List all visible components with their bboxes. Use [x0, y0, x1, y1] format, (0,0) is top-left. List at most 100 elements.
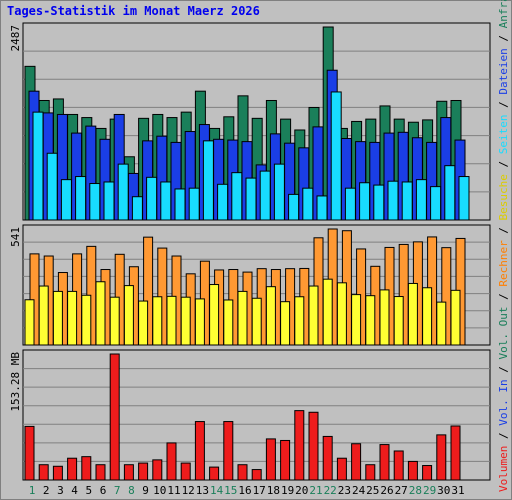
- bar-seiten-day-3: [60, 179, 72, 221]
- bar-seiten-day-12: [188, 187, 200, 221]
- panel-2-ymax-label: 153.28 MB: [9, 352, 22, 412]
- bar-besuche-day-27: [393, 296, 404, 346]
- bar-seiten-day-24: [359, 182, 371, 221]
- bar-besuche-day-15: [223, 299, 234, 346]
- bar-volumen-day-13: [194, 421, 205, 481]
- bar-volumen-day-31: [450, 425, 461, 481]
- bar-besuche-day-10: [152, 296, 163, 346]
- bar-seiten-day-2: [46, 152, 58, 221]
- bar-volumen-day-29: [422, 465, 433, 481]
- day-label-16: 16: [238, 484, 251, 497]
- bar-besuche-day-1: [24, 299, 35, 346]
- bar-volumen-day-23: [336, 457, 347, 481]
- legend-part-12: Dateien: [497, 48, 510, 94]
- bar-volumen-day-1: [24, 425, 35, 481]
- day-label-18: 18: [267, 484, 280, 497]
- bar-seiten-day-31: [458, 176, 470, 221]
- bar-volumen-day-20: [294, 410, 305, 481]
- bar-besuche-day-20: [294, 296, 305, 346]
- legend-part-7: /: [497, 220, 510, 240]
- bar-besuche-day-29: [422, 287, 433, 346]
- bar-besuche-day-5: [81, 294, 92, 346]
- day-label-17: 17: [253, 484, 266, 497]
- panel-2-area: [22, 349, 491, 481]
- bar-volumen-day-7: [109, 353, 120, 481]
- day-label-4: 4: [71, 484, 78, 497]
- day-label-1: 1: [29, 484, 36, 497]
- bar-besuche-day-28: [407, 282, 418, 346]
- bar-seiten-day-18: [273, 163, 285, 221]
- day-label-11: 11: [167, 484, 180, 497]
- day-label-19: 19: [281, 484, 294, 497]
- bar-besuche-day-25: [365, 295, 376, 346]
- bar-volumen-day-21: [308, 411, 319, 481]
- bar-besuche-day-6: [95, 281, 106, 346]
- legend-part-4: Vol. Out: [497, 307, 510, 360]
- bar-seiten-day-16: [245, 177, 257, 221]
- bar-volumen-day-19: [280, 439, 291, 481]
- bar-seiten-day-13: [202, 140, 214, 221]
- bar-volumen-day-15: [223, 421, 234, 481]
- bar-besuche-day-26: [379, 289, 390, 346]
- day-label-22: 22: [324, 484, 337, 497]
- bar-volumen-day-26: [379, 444, 390, 481]
- day-label-2: 2: [43, 484, 50, 497]
- bar-seiten-day-28: [415, 179, 427, 221]
- bar-volumen-day-14: [209, 466, 220, 481]
- bar-besuche-day-14: [209, 284, 220, 346]
- legend-part-10: Seiten: [497, 114, 510, 154]
- bar-seiten-day-17: [259, 170, 271, 221]
- bar-seiten-day-29: [430, 186, 442, 221]
- bar-volumen-day-8: [123, 464, 134, 481]
- legend-part-6: Rechner: [497, 240, 510, 287]
- bar-besuche-day-13: [194, 298, 205, 346]
- bar-besuche-day-21: [308, 285, 319, 346]
- day-label-3: 3: [57, 484, 64, 497]
- bar-besuche-day-22: [322, 278, 333, 346]
- bar-seiten-day-23: [344, 187, 356, 221]
- bar-besuche-day-11: [166, 295, 177, 346]
- bar-seiten-day-7: [117, 163, 129, 221]
- bar-seiten-day-25: [373, 184, 385, 221]
- bar-besuche-day-4: [67, 290, 78, 346]
- legend-part-5: /: [497, 287, 510, 307]
- bar-besuche-day-3: [52, 290, 63, 346]
- bar-seiten-day-14: [217, 183, 229, 221]
- day-label-20: 20: [295, 484, 308, 497]
- day-label-9: 9: [142, 484, 149, 497]
- legend-part-0: Volumen: [497, 446, 510, 492]
- legend-part-11: /: [497, 95, 510, 115]
- bar-volumen-day-30: [436, 434, 447, 481]
- bar-volumen-day-27: [393, 450, 404, 481]
- bar-besuche-day-7: [109, 296, 120, 346]
- bar-volumen-day-2: [38, 464, 49, 481]
- bar-besuche-day-17: [251, 297, 262, 346]
- legend-part-14: Anfragen: [497, 0, 510, 28]
- bar-besuche-day-23: [336, 282, 347, 346]
- panel-0-ymax-label: 2487: [9, 25, 22, 52]
- bar-seiten-day-15: [231, 172, 243, 221]
- day-label-29: 29: [423, 484, 436, 497]
- bar-seiten-day-19: [288, 193, 300, 221]
- bar-seiten-day-1: [32, 111, 44, 221]
- day-label-14: 14: [210, 484, 224, 497]
- day-label-23: 23: [338, 484, 351, 497]
- legend-part-1: /: [497, 426, 510, 446]
- bar-volumen-day-28: [407, 460, 418, 481]
- bar-seiten-day-27: [401, 181, 413, 221]
- chart-title: Tages-Statistik im Monat Maerz 2026: [7, 4, 260, 18]
- day-label-6: 6: [100, 484, 107, 497]
- bar-seiten-day-11: [174, 188, 186, 221]
- day-label-8: 8: [128, 484, 135, 497]
- bar-volumen-day-4: [67, 457, 78, 481]
- bar-besuche-day-9: [138, 300, 149, 346]
- bar-seiten-day-20: [302, 187, 314, 221]
- day-label-5: 5: [85, 484, 92, 497]
- day-label-21: 21: [309, 484, 322, 497]
- bar-volumen-day-10: [152, 459, 163, 481]
- day-label-27: 27: [395, 484, 408, 497]
- bar-besuche-day-2: [38, 285, 49, 346]
- bar-volumen-day-11: [166, 442, 177, 481]
- bar-seiten-day-22: [330, 91, 342, 221]
- bar-volumen-day-12: [180, 462, 191, 481]
